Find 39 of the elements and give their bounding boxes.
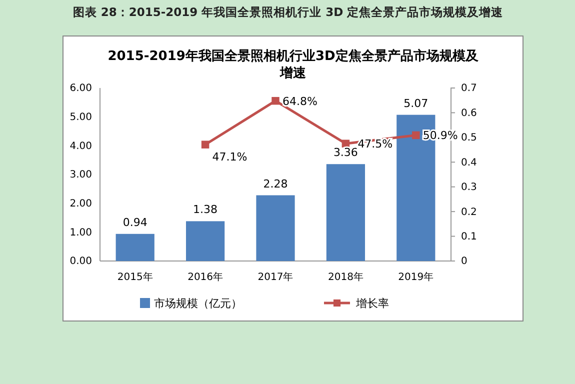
y-tick-label: 0.00 (70, 256, 92, 268)
data-label: 3.36 (333, 146, 358, 160)
data-label: 47.1% (212, 150, 248, 164)
data-label: 64.8% (282, 94, 318, 108)
y2-tick-label: 0.5 (461, 132, 477, 144)
y2-tick-label: 0.1 (461, 231, 477, 242)
legend-label: 市场规模（亿元） (154, 297, 242, 310)
y2-tick-label: 0.7 (461, 83, 477, 94)
y-tick-label: 3.00 (70, 170, 92, 181)
y-tick-label: 2.00 (70, 198, 92, 210)
y-tick-label: 1.00 (70, 227, 92, 238)
y2-tick-label: 0 (461, 256, 468, 268)
bar (256, 195, 295, 261)
bar (186, 221, 225, 261)
x-tick-label: 2015年 (117, 271, 153, 284)
legend-label: 增长率 (355, 297, 389, 310)
bar (326, 164, 366, 261)
data-label: 47.5% (358, 138, 393, 151)
y2-tick-label: 0.2 (461, 206, 477, 218)
x-tick-label: 2019年 (398, 271, 434, 284)
y-tick-label: 5.00 (70, 112, 92, 124)
x-tick-label: 2016年 (188, 271, 224, 284)
y-tick-label: 6.00 (70, 83, 92, 94)
y2-tick-label: 0.6 (461, 108, 477, 119)
y2-tick-label: 0.3 (461, 182, 477, 194)
point (201, 140, 210, 148)
point (412, 131, 420, 140)
data-label: 0.94 (122, 216, 148, 229)
bar (116, 234, 154, 261)
data-label: 2.28 (263, 177, 288, 190)
y2-tick-label: 0.4 (461, 157, 477, 168)
x-tick-label: 2017年 (258, 271, 294, 284)
text: 图表 28：2015-2019 年我国全景照相机行业 3D 定焦全景产品市场规模及增速 (72, 5, 504, 19)
data-label: 5.07 (404, 96, 428, 110)
y-tick-label: 4.00 (70, 140, 92, 152)
x-tick-label: 2018年 (328, 271, 364, 284)
point (272, 96, 280, 105)
chart-title: 2015-2019年我国全景照相机行业3D定焦全景产品市场规模及增速 (108, 48, 480, 81)
data-label: 1.38 (193, 203, 218, 216)
